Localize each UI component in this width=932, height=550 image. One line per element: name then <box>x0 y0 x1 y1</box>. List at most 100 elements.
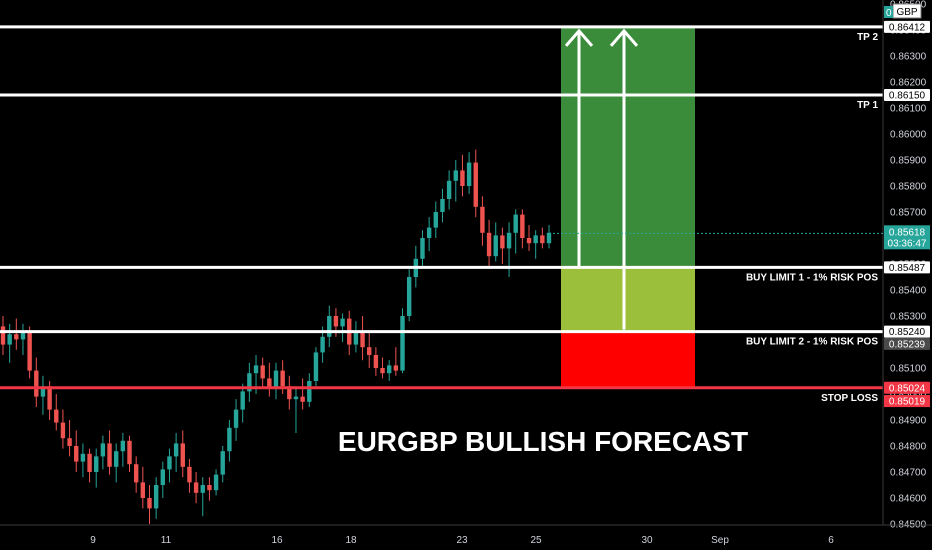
candle-body <box>360 331 365 348</box>
trade-zones <box>561 26 695 388</box>
time-axis[interactable]: 9 11 16 18 23 25 30 Sep 6 <box>0 524 932 546</box>
y-tick-label: 0.86000 <box>890 130 927 141</box>
level-label: TP 1 <box>857 100 878 111</box>
price-tags: 0.86412 0.86150 0.85487 0.85240 0.85024 0.852… <box>549 20 930 408</box>
candle-body <box>127 440 132 465</box>
candle-body <box>107 443 112 467</box>
candle-body <box>546 232 552 244</box>
top-price-tag-label: 0 <box>886 8 892 19</box>
candle-body <box>180 443 185 467</box>
current-price-tag <box>884 225 930 250</box>
candle-body <box>240 391 245 410</box>
candle-body <box>133 464 139 483</box>
currency-badge[interactable]: GBP <box>892 3 922 19</box>
level-price-tag <box>884 381 930 394</box>
y-tick-label: 0.86200 <box>890 78 927 89</box>
candle-body <box>327 316 332 337</box>
level-price-tag <box>884 261 930 274</box>
risk-zone <box>561 331 695 388</box>
x-tick-label: 16 <box>271 535 283 546</box>
candle-body <box>233 409 239 428</box>
candle-body <box>333 316 339 327</box>
candle-body <box>466 162 472 186</box>
candle-body <box>253 365 259 374</box>
candle-body <box>27 331 32 371</box>
up-arrow-head <box>564 28 594 47</box>
up-arrow-head <box>609 28 639 47</box>
candle-body <box>446 180 452 199</box>
x-tick-label: 25 <box>530 535 542 546</box>
candle-body <box>380 368 385 374</box>
candle-body <box>307 381 312 402</box>
candle-body <box>34 370 39 397</box>
x-tick-label: Sep <box>711 535 729 546</box>
y-tick-label: 0.84900 <box>890 416 927 427</box>
candle-body <box>160 469 166 485</box>
y-tick-label: 0.84600 <box>890 494 927 505</box>
candle-body <box>486 232 492 257</box>
y-tick-label: 0.85800 <box>890 182 927 193</box>
candle-body <box>320 336 325 353</box>
level-price-tag <box>884 20 930 33</box>
candle-body <box>280 370 285 387</box>
level-label: TP 2 <box>857 32 878 43</box>
extra-price-tag <box>884 395 930 408</box>
x-tick-label: 23 <box>456 535 468 546</box>
level-price-tag <box>884 89 930 101</box>
candle-body <box>60 422 66 439</box>
currency-badge-label: GBP <box>896 7 917 18</box>
extra-price-tag-label: 0.85239 <box>889 339 926 350</box>
y-tick-label: 0.86300 <box>890 52 927 63</box>
y-tick-label: 0.84700 <box>890 468 927 479</box>
level-price-tag-label: 0.86150 <box>889 91 926 102</box>
candle-body <box>493 235 498 257</box>
horizontal-levels[interactable]: TP 2 TP 1 BUY LIMIT 1 - 1% RISK POS BUY LIM… <box>0 25 883 404</box>
y-tick-label: 0.86100 <box>890 104 927 115</box>
x-tick-label: 9 <box>90 535 96 546</box>
candle-body <box>67 438 72 446</box>
candle-body <box>14 334 19 340</box>
y-tick-label: 0.84800 <box>890 442 927 453</box>
y-tick-label: 0.85300 <box>890 312 927 323</box>
candle-body <box>426 227 432 238</box>
candle-body <box>113 451 119 467</box>
x-tick-label: 30 <box>641 535 653 546</box>
candle-body <box>373 355 379 368</box>
candle-body <box>54 409 59 423</box>
candle-body <box>500 235 505 249</box>
countdown-label: 03:36:47 <box>888 238 927 249</box>
candle-body <box>74 446 79 462</box>
candle-body <box>94 456 99 472</box>
candle-body <box>393 365 399 371</box>
candle-body <box>406 277 412 316</box>
candle-body <box>207 485 212 491</box>
top-price-tag-box <box>884 6 893 18</box>
top-price-tag: 0 <box>884 6 893 19</box>
candle-body <box>386 365 392 374</box>
y-tick-label: 0.85100 <box>890 364 927 375</box>
candle-body <box>120 440 126 452</box>
candle-body <box>147 498 152 509</box>
extra-price-tag-label: 0.85019 <box>889 397 926 408</box>
candle-body <box>100 443 106 457</box>
candle-body <box>140 482 146 498</box>
candle-body <box>87 453 92 472</box>
candle-body <box>167 456 172 470</box>
take-profit-zone <box>561 26 695 268</box>
x-tick-label: 18 <box>345 535 357 546</box>
candle-body <box>440 199 445 212</box>
level-label: BUY LIMIT 2 - 1% RISK POS <box>746 337 878 348</box>
y-tick-label: 0.85000 <box>890 390 927 401</box>
level-price-tag-label: 0.85487 <box>889 263 926 274</box>
candle-body <box>473 162 478 207</box>
candle-body <box>433 212 439 228</box>
candle-body <box>247 373 252 392</box>
candle-body <box>80 453 86 462</box>
candle-body <box>460 170 465 186</box>
candle-body <box>453 170 458 181</box>
candle-body <box>213 474 219 491</box>
candle-body <box>353 331 359 345</box>
target-arrows <box>564 28 639 330</box>
